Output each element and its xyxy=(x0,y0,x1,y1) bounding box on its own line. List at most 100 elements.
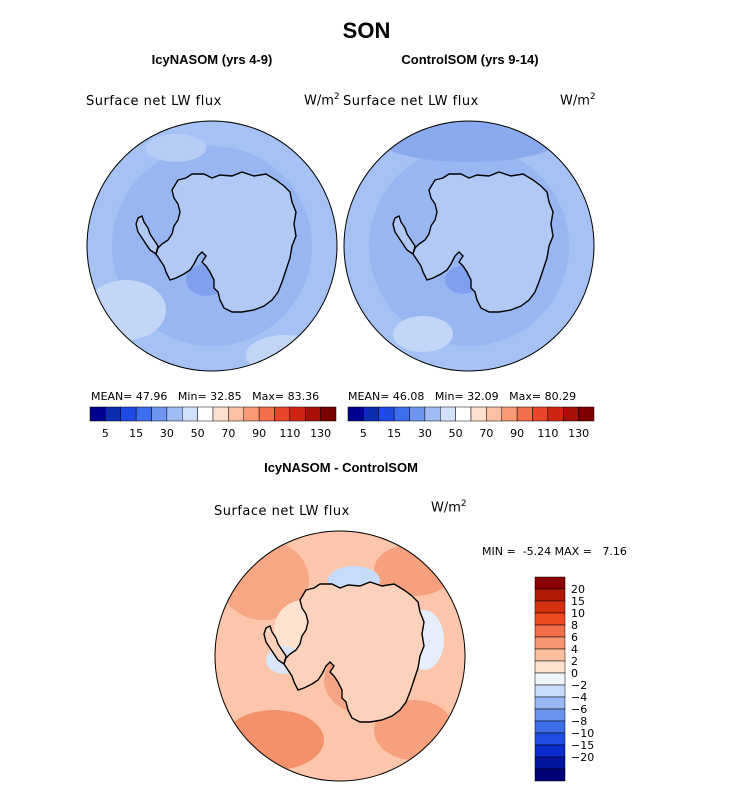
colorbar-swatch xyxy=(578,406,595,422)
difference-variable-label: Surface net LW flux xyxy=(214,504,350,519)
colorbar-tick-label: −20 xyxy=(571,751,594,764)
colorbar-tick-label: 90 xyxy=(252,427,266,440)
colorbar-swatch xyxy=(532,406,549,422)
panel-title-icynasom: IcyNASOM (yrs 4-9) xyxy=(151,52,273,67)
min-label: Min= xyxy=(434,390,464,403)
colorbar-swatch xyxy=(305,406,321,422)
colorbar-swatch xyxy=(534,756,566,770)
colorbar-tick-label: 130 xyxy=(310,427,331,440)
colorbar-swatch xyxy=(89,406,106,422)
mean-label: MEAN= xyxy=(348,390,390,403)
colorbar-tick-label: 110 xyxy=(279,427,300,440)
colorbar-tick-label: 90 xyxy=(510,427,524,440)
colorbar-tick-label: 70 xyxy=(221,427,235,440)
colorbar-swatch xyxy=(105,406,121,422)
colorbar-tick-label: 50 xyxy=(449,427,463,440)
colorbar-swatch xyxy=(320,406,337,422)
panel-stats-2: MEAN= 46.08 Min= 32.09 Max= 80.29 xyxy=(348,390,576,403)
colorbar-swatch xyxy=(534,732,566,746)
colorbar-swatch xyxy=(534,672,566,686)
difference-minmax: MIN = -5.24 MAX = 7.16 xyxy=(482,545,627,558)
colorbar-tick-label: 2 xyxy=(571,655,578,668)
colorbar-tick-label: 10 xyxy=(571,607,585,620)
colorbar-swatch xyxy=(135,406,152,422)
mean-value: 46.08 xyxy=(392,390,425,403)
panel-variable-label-1: Surface net LW flux xyxy=(86,94,222,109)
figure-title: SON xyxy=(342,18,391,43)
icynasom-polar-map xyxy=(86,120,338,372)
colorbar-swatch xyxy=(534,636,566,650)
colorbar-swatch xyxy=(151,406,168,422)
colorbar-swatch xyxy=(534,612,566,626)
max-label: Max= xyxy=(509,390,542,403)
colorbar-tick-label: 15 xyxy=(387,427,401,440)
colorbar-swatch xyxy=(393,406,410,422)
colorbar-swatch xyxy=(534,576,566,590)
colorbar-tick-label: 6 xyxy=(571,631,578,644)
colorbar-swatch xyxy=(534,708,566,722)
colorbar-swatch xyxy=(534,648,566,662)
colorbar-swatch xyxy=(547,406,564,422)
panel-units-2: W/m2 xyxy=(560,92,596,109)
colorbar-swatch xyxy=(243,406,260,422)
colorbar-tick-label: 130 xyxy=(568,427,589,440)
colorbar-swatch xyxy=(534,684,566,698)
colorbar-swatch xyxy=(363,406,379,422)
icynasom-colorbar: 5 15 30 50 70 90 110 130 xyxy=(89,406,337,440)
colorbar-tick-label: 30 xyxy=(160,427,174,440)
min-value: 32.85 xyxy=(210,390,242,403)
colorbar-tick-label: 20 xyxy=(571,583,585,596)
colorbar-tick-label: −10 xyxy=(571,727,594,740)
colorbar-tick-label: 30 xyxy=(418,427,432,440)
mean-value: 47.96 xyxy=(135,390,168,403)
colorbar-tick-label: 8 xyxy=(571,619,578,632)
mean-label: MEAN= xyxy=(91,390,133,403)
colorbar-swatch xyxy=(258,406,275,422)
colorbar-swatch xyxy=(470,406,487,422)
panel-title-controlsom: ControlSOM (yrs 9-14) xyxy=(401,52,539,67)
panel-variable-label-2: Surface net LW flux xyxy=(343,94,479,109)
colorbar-swatch xyxy=(534,600,566,614)
colorbar-swatch xyxy=(534,768,566,782)
colorbar-swatch xyxy=(182,406,198,422)
difference-title: IcyNASOM - ControlSOM xyxy=(264,460,418,475)
panel-units-1: W/m2 xyxy=(304,92,340,109)
colorbar-swatch xyxy=(440,406,456,422)
colorbar-tick-label: 5 xyxy=(360,427,367,440)
colorbar-swatch xyxy=(534,588,566,602)
colorbar-tick-label: 50 xyxy=(191,427,205,440)
colorbar-tick-label: −15 xyxy=(571,739,594,752)
colorbar-swatch xyxy=(516,406,533,422)
colorbar-swatch xyxy=(534,660,566,674)
colorbar-swatch xyxy=(486,406,502,422)
difference-polar-map xyxy=(214,530,466,782)
colorbar-tick-label: −6 xyxy=(571,703,587,716)
colorbar-swatch xyxy=(347,406,364,422)
colorbar-tick-label: −4 xyxy=(571,691,587,704)
colorbar-tick-label: 70 xyxy=(479,427,493,440)
max-value: 83.36 xyxy=(287,390,320,403)
colorbar-tick-label: 0 xyxy=(571,667,578,680)
difference-units: W/m2 xyxy=(431,499,467,516)
colorbar-tick-label: 15 xyxy=(129,427,143,440)
min-label: Min= xyxy=(177,390,207,403)
min-value: 32.09 xyxy=(467,390,499,403)
colorbar-swatch xyxy=(228,406,244,422)
max-label: Max= xyxy=(252,390,285,403)
colorbar-swatch xyxy=(289,406,306,422)
controlsom-colorbar: 5 15 30 50 70 90 110 130 xyxy=(347,406,595,440)
colorbar-swatch xyxy=(534,696,566,710)
colorbar-tick-label: 5 xyxy=(102,427,109,440)
colorbar-swatch xyxy=(424,406,441,422)
colorbar-tick-label: 4 xyxy=(571,643,578,656)
colorbar-swatch xyxy=(378,406,395,422)
colorbar-swatch xyxy=(409,406,426,422)
colorbar-swatch xyxy=(212,406,229,422)
colorbar-swatch xyxy=(274,406,291,422)
colorbar-tick-label: −2 xyxy=(571,679,587,692)
colorbar-swatch xyxy=(534,744,566,758)
colorbar-swatch xyxy=(534,720,566,734)
colorbar-swatch xyxy=(197,406,214,422)
colorbar-tick-label: 15 xyxy=(571,595,585,608)
